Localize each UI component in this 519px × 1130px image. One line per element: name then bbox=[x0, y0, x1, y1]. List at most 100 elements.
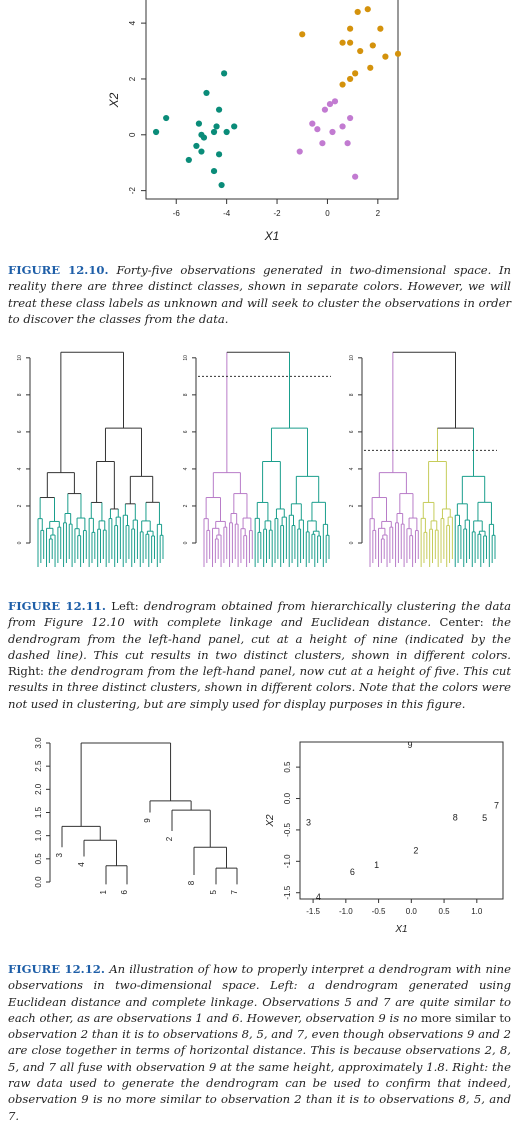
caption-text: Forty-five observations generated in two… bbox=[8, 263, 511, 326]
leaf-label: 3 bbox=[55, 852, 64, 857]
data-point bbox=[314, 126, 321, 133]
y-tick-label: 4 bbox=[183, 467, 189, 470]
caption-text: more similar to bbox=[421, 1010, 511, 1025]
data-point bbox=[215, 106, 223, 113]
data-point bbox=[218, 181, 225, 189]
caption-text: Left: bbox=[111, 599, 144, 613]
caption-text: the dendrogram from the left-hand panel,… bbox=[8, 615, 511, 662]
leaf-label: 6 bbox=[120, 890, 129, 895]
figure-12-10-caption: FIGURE 12.10. Forty-five observations ge… bbox=[8, 262, 511, 327]
leaf-label: 2 bbox=[165, 836, 174, 841]
y-tick-label: 0.5 bbox=[283, 761, 292, 773]
y-axis-ticks: -2 0 2 4 bbox=[128, 20, 146, 194]
fig10-scatter-plot: -6 -4 -2 0 2 -2 0 2 4 X1 X2 bbox=[107, 0, 402, 243]
data-point bbox=[215, 151, 223, 158]
data-point bbox=[394, 50, 402, 57]
data-point bbox=[195, 120, 203, 127]
x-tick-label: 2 bbox=[376, 209, 381, 218]
data-points bbox=[152, 6, 402, 189]
data-point bbox=[339, 81, 346, 88]
data-point bbox=[364, 6, 371, 13]
y-tick-label: -0.5 bbox=[283, 822, 292, 836]
data-point bbox=[210, 167, 218, 175]
x-axis-label: X1 bbox=[264, 229, 280, 243]
y-axis-label: X2 bbox=[107, 92, 121, 108]
y-tick-label: 2.0 bbox=[34, 783, 43, 795]
plot-frame bbox=[299, 741, 504, 900]
data-point bbox=[329, 128, 336, 136]
point-label: 6 bbox=[350, 867, 355, 877]
data-point bbox=[339, 123, 346, 130]
data-point bbox=[213, 123, 220, 130]
data-point bbox=[344, 140, 351, 147]
data-point bbox=[347, 25, 354, 32]
y-tick-label: 2 bbox=[17, 504, 23, 507]
x-axis-label: X1 bbox=[394, 924, 407, 935]
y-tick-label: 10 bbox=[183, 355, 189, 361]
dendrogram-panel-right: 0 2 4 6 8 10 bbox=[349, 351, 497, 567]
caption-text: Center: bbox=[439, 615, 492, 630]
x-tick-label: -6 bbox=[173, 209, 181, 218]
dendrogram-panel-left: 0 2 4 6 8 10 bbox=[17, 351, 164, 567]
figure-label: FIGURE 12.10. bbox=[8, 263, 117, 277]
data-point bbox=[382, 53, 389, 60]
y-tick-label: 8 bbox=[183, 393, 189, 396]
figure-label: FIGURE 12.12. bbox=[8, 962, 110, 976]
x-tick-label: 0 bbox=[325, 209, 330, 218]
x-axis-ticks: -6 -4 -2 0 2 bbox=[173, 199, 381, 218]
x-tick-label: -2 bbox=[273, 209, 281, 218]
data-point bbox=[299, 31, 306, 38]
plot-frame bbox=[145, 0, 399, 200]
data-point bbox=[352, 173, 359, 180]
y-tick-label: -2 bbox=[128, 187, 137, 195]
y-tick-label: 2 bbox=[128, 76, 137, 81]
y-tick-label: 10 bbox=[17, 355, 23, 361]
data-point bbox=[210, 128, 218, 136]
y-tick-label: 4 bbox=[17, 467, 23, 470]
y-tick-label: 8 bbox=[349, 393, 355, 396]
point-label: 8 bbox=[453, 812, 458, 822]
data-point bbox=[347, 39, 354, 46]
leaf-label: 9 bbox=[143, 818, 152, 823]
data-point bbox=[326, 100, 334, 108]
figure-12-11-caption: FIGURE 12.11. Left: dendrogram obtained … bbox=[8, 598, 511, 712]
data-point bbox=[347, 114, 354, 122]
y-tick-label: -1.5 bbox=[283, 885, 292, 899]
y-tick-label: 0.0 bbox=[283, 792, 292, 804]
point-label: 1 bbox=[374, 860, 379, 870]
fig12-scatter: -1.5 -1.0 -0.5 0.0 0.5 1.0 -1.5 -1.0 -0.5 0.0 0.5 1… bbox=[265, 740, 504, 935]
point-label: 9 bbox=[408, 740, 413, 750]
point-label: 2 bbox=[413, 846, 418, 856]
leaf-label: 1 bbox=[99, 890, 108, 895]
caption-text: the dendrogram from the left-hand panel,… bbox=[8, 664, 511, 711]
data-point bbox=[369, 42, 376, 49]
y-axis-label: X2 bbox=[265, 814, 276, 828]
data-point bbox=[377, 25, 384, 32]
fig11-dendrograms: 0 2 4 6 8 10 0 2 4 6 8 10 0 2 4 6 8 10 bbox=[17, 351, 497, 567]
caption-text: observation 2 than it is to observations… bbox=[8, 1027, 511, 1123]
data-point bbox=[321, 106, 329, 113]
x-tick-label: 1.0 bbox=[471, 907, 483, 916]
y-tick-label: 0.5 bbox=[34, 853, 43, 865]
data-point bbox=[198, 148, 205, 155]
data-point bbox=[357, 47, 364, 55]
x-tick-label: -4 bbox=[223, 209, 231, 218]
data-point bbox=[309, 120, 316, 127]
y-tick-label: 0 bbox=[128, 132, 137, 137]
data-point bbox=[163, 114, 170, 122]
y-tick-label: 0 bbox=[349, 541, 355, 544]
data-point bbox=[347, 75, 354, 83]
point-label: 7 bbox=[494, 800, 499, 810]
x-tick-label: 0.5 bbox=[439, 907, 451, 916]
data-point bbox=[185, 156, 192, 164]
y-tick-label: 6 bbox=[17, 430, 23, 433]
caption-text: dendrogram obtained from hierarchically … bbox=[8, 599, 512, 630]
data-point bbox=[296, 148, 303, 155]
data-point bbox=[223, 128, 230, 136]
x-tick-label: -1.5 bbox=[306, 907, 320, 916]
y-tick-label: -1.0 bbox=[283, 854, 292, 868]
caption-text: An illustration of how to properly inter… bbox=[8, 962, 511, 1025]
data-point bbox=[331, 98, 339, 105]
